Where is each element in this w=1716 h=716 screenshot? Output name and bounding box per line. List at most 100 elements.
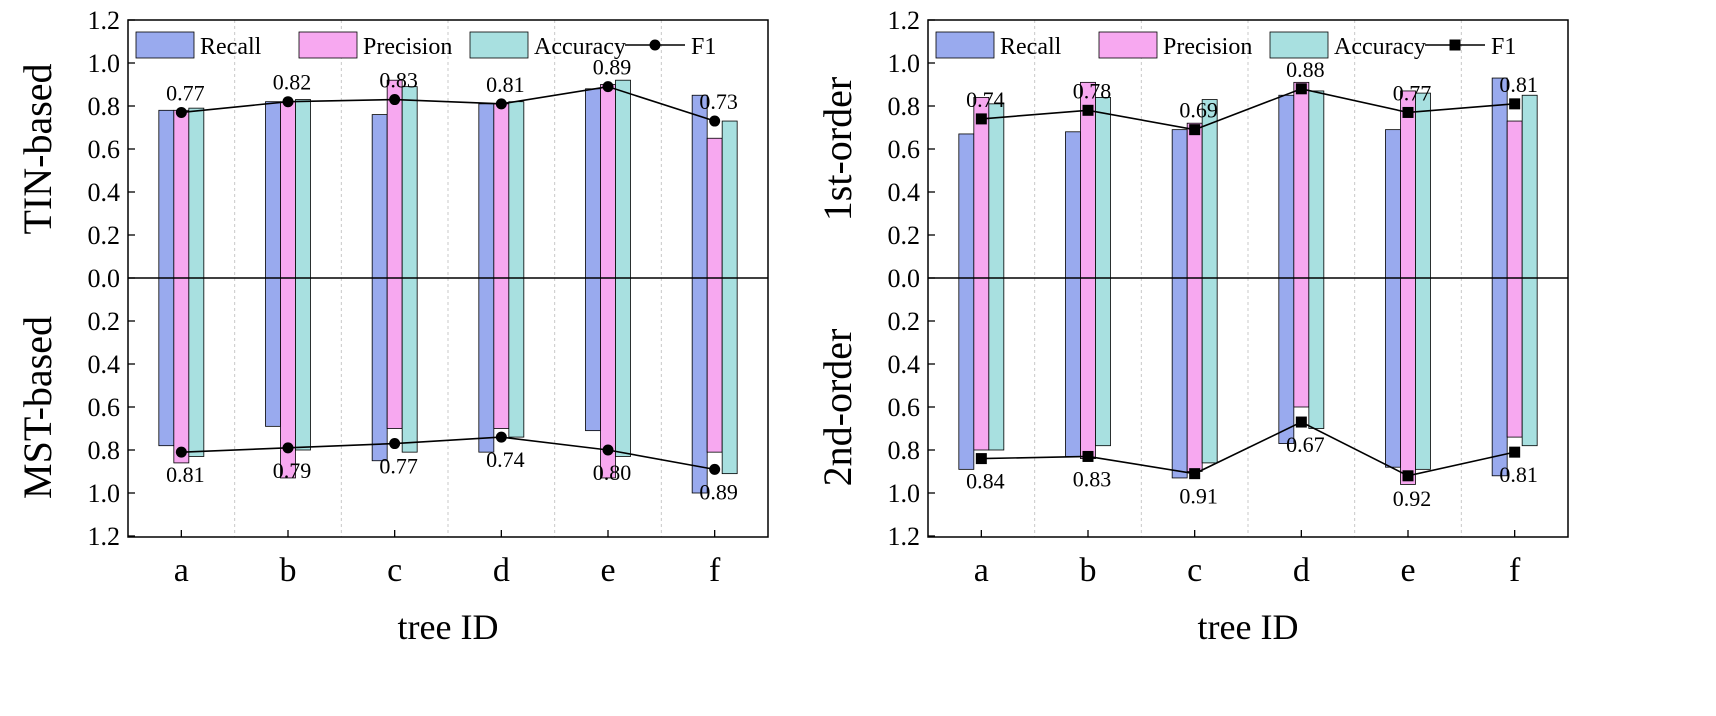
x-tick-label: b xyxy=(280,552,297,589)
bar-recall-b xyxy=(265,101,281,279)
y-tick-label: 1.2 xyxy=(888,522,921,551)
bar-precision-e xyxy=(1400,90,1416,279)
y-tick-label: 0.6 xyxy=(888,135,921,164)
f1-marker-f xyxy=(1509,446,1521,458)
legend-label-recall: Recall xyxy=(200,34,262,60)
bar-precision-c xyxy=(1186,122,1203,279)
bar-recall-e xyxy=(1385,129,1401,279)
bar-recall-e xyxy=(585,88,601,279)
f1-marker-b xyxy=(1082,104,1094,116)
legend-label-recall: Recall xyxy=(1000,34,1062,60)
f1-label-c: 0.91 xyxy=(1179,484,1218,509)
f1-label-c: 0.69 xyxy=(1179,98,1218,123)
y-tick-label: 1.2 xyxy=(888,6,921,35)
bar-accuracy-f xyxy=(1521,277,1538,447)
bar-precision-c xyxy=(386,277,403,429)
bar-accuracy-c xyxy=(401,277,418,453)
f1-label-a: 0.77 xyxy=(166,80,205,105)
y-tick-label: 1.0 xyxy=(88,49,121,78)
bar-accuracy-b xyxy=(295,99,311,279)
bar-accuracy-a xyxy=(988,277,1005,451)
bar-recall-d xyxy=(1278,94,1295,279)
x-axis-label: tree ID xyxy=(1198,607,1299,647)
f1-line xyxy=(981,87,1515,131)
bar-precision-f xyxy=(1506,120,1523,279)
x-tick-label: a xyxy=(974,552,989,589)
bar-recall-f xyxy=(691,94,708,279)
f1-marker-c xyxy=(1189,468,1201,480)
panel-2nd-order: 0.84 0.83 0.91 0.67 0.92 0.81 2nd-order xyxy=(815,277,1538,511)
x-axis-label: tree ID xyxy=(398,607,499,647)
bar-precision-a xyxy=(973,277,990,451)
legend-swatch-precision xyxy=(1098,31,1158,59)
x-tick-label: b xyxy=(1080,552,1097,589)
panel-ylabel: MST-based xyxy=(15,316,60,499)
f1-label-e: 0.89 xyxy=(593,55,632,80)
bar-recall-b xyxy=(1065,277,1081,457)
x-tick-label: f xyxy=(1509,552,1521,589)
legend-swatch-precision xyxy=(298,31,358,59)
legend-label-precision: Precision xyxy=(363,34,452,60)
f1-label-f: 0.81 xyxy=(1499,462,1538,487)
legend-label-accuracy: Accuracy xyxy=(1334,34,1426,60)
bar-accuracy-e xyxy=(1415,277,1431,470)
f1-marker-e xyxy=(1402,470,1414,482)
f1-label-e: 0.92 xyxy=(1393,486,1432,511)
bar-precision-d xyxy=(493,103,510,279)
bar-precision-e xyxy=(600,84,616,279)
bar-accuracy-e xyxy=(1415,92,1431,279)
x-tick-label: c xyxy=(1187,552,1202,589)
y-tick-label: 0.0 xyxy=(88,264,121,293)
f1-label-d: 0.88 xyxy=(1286,57,1325,82)
y-tick-label: 0.6 xyxy=(888,393,921,422)
bar-accuracy-b xyxy=(1095,97,1111,279)
bar-accuracy-b xyxy=(1095,277,1111,447)
f1-marker-a xyxy=(975,113,987,125)
bar-recall-b xyxy=(265,277,281,427)
bar-accuracy-a xyxy=(188,107,205,279)
bar-recall-d xyxy=(1278,277,1295,444)
bar-accuracy-c xyxy=(1201,277,1218,464)
x-tick-label: d xyxy=(493,552,510,589)
y-tick-label: 1.2 xyxy=(88,6,121,35)
f1-line xyxy=(181,85,715,122)
y-tick-label: 0.8 xyxy=(88,436,121,465)
y-tick-label: 0.6 xyxy=(88,135,121,164)
f1-label-a: 0.81 xyxy=(166,462,205,487)
f1-marker-a xyxy=(175,446,187,458)
f1-marker-b xyxy=(282,96,294,108)
bar-recall-a xyxy=(958,133,975,279)
y-tick-label: 1.0 xyxy=(888,479,921,508)
f1-line xyxy=(181,436,715,471)
y-tick-label: 1.0 xyxy=(88,479,121,508)
legend: Recall Precision Accuracy F1 xyxy=(135,31,716,60)
y-tick-label: 0.2 xyxy=(88,221,121,250)
y-tick-label: 0.4 xyxy=(88,350,121,379)
bar-accuracy-d xyxy=(508,101,525,279)
y-tick-label: 1.2 xyxy=(88,522,121,551)
bar-precision-f xyxy=(1506,277,1523,438)
bar-precision-d xyxy=(1293,277,1310,408)
bar-recall-a xyxy=(158,277,175,447)
f1-label-a: 0.84 xyxy=(966,469,1005,494)
y-tick-label: 0.4 xyxy=(88,178,121,207)
f1-marker-b xyxy=(282,442,294,454)
f1-label-c: 0.83 xyxy=(379,68,418,93)
f1-marker-e xyxy=(1402,106,1414,118)
legend-label-f1: F1 xyxy=(1491,34,1516,60)
bar-accuracy-c xyxy=(401,86,418,279)
f1-marker-c xyxy=(389,94,401,106)
f1-label-f: 0.81 xyxy=(1499,72,1538,97)
bar-precision-b xyxy=(280,101,296,279)
bar-recall-f xyxy=(691,277,708,494)
bar-recall-d xyxy=(478,277,495,453)
y-tick-label: 0.2 xyxy=(888,221,921,250)
f1-marker-d xyxy=(1295,83,1307,95)
bar-recall-f xyxy=(1491,77,1508,279)
f1-label-c: 0.77 xyxy=(379,454,418,479)
bar-precision-e xyxy=(1400,277,1416,485)
bar-precision-c xyxy=(1186,277,1203,472)
f1-label-b: 0.83 xyxy=(1073,466,1112,491)
bar-accuracy-d xyxy=(1308,277,1325,429)
